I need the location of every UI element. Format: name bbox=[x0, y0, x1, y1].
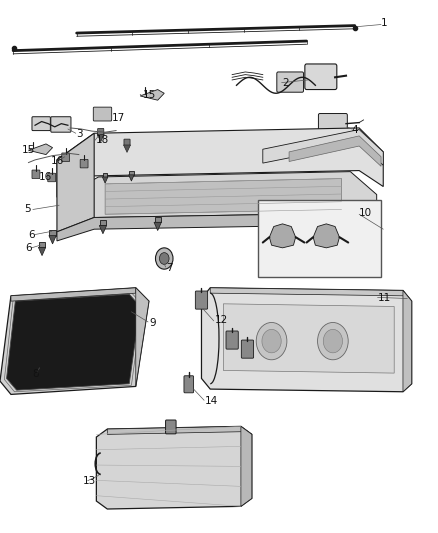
Text: 15: 15 bbox=[143, 90, 156, 100]
FancyBboxPatch shape bbox=[226, 331, 238, 349]
Polygon shape bbox=[124, 145, 131, 152]
Polygon shape bbox=[102, 177, 108, 183]
Circle shape bbox=[318, 322, 348, 360]
Circle shape bbox=[256, 322, 287, 360]
Circle shape bbox=[262, 329, 281, 353]
Bar bbox=[155, 216, 161, 222]
FancyBboxPatch shape bbox=[124, 139, 130, 146]
Polygon shape bbox=[223, 304, 394, 373]
Text: 5: 5 bbox=[24, 205, 31, 214]
Bar bbox=[129, 171, 134, 175]
Polygon shape bbox=[28, 144, 53, 155]
Polygon shape bbox=[57, 133, 94, 232]
Bar bbox=[277, 217, 283, 223]
Text: 1: 1 bbox=[381, 19, 388, 28]
Polygon shape bbox=[11, 288, 136, 301]
Circle shape bbox=[159, 253, 169, 264]
Text: 16: 16 bbox=[39, 172, 52, 182]
Text: 10: 10 bbox=[359, 208, 372, 218]
Text: 4: 4 bbox=[352, 125, 358, 135]
Polygon shape bbox=[263, 130, 383, 165]
FancyBboxPatch shape bbox=[318, 114, 347, 133]
FancyBboxPatch shape bbox=[277, 72, 304, 92]
Polygon shape bbox=[307, 227, 314, 236]
Text: 6: 6 bbox=[25, 243, 32, 253]
Text: 8: 8 bbox=[32, 369, 39, 379]
Polygon shape bbox=[105, 179, 342, 214]
Polygon shape bbox=[201, 288, 412, 392]
FancyBboxPatch shape bbox=[32, 170, 40, 179]
Polygon shape bbox=[7, 294, 140, 390]
Text: 16: 16 bbox=[51, 156, 64, 166]
Polygon shape bbox=[0, 288, 149, 394]
Bar bbox=[100, 220, 106, 225]
FancyBboxPatch shape bbox=[166, 420, 176, 434]
Polygon shape bbox=[107, 426, 252, 434]
Text: 11: 11 bbox=[378, 294, 391, 303]
Polygon shape bbox=[99, 225, 106, 234]
Text: 7: 7 bbox=[166, 263, 173, 273]
Bar bbox=[49, 230, 56, 236]
Polygon shape bbox=[136, 288, 149, 386]
Polygon shape bbox=[277, 223, 284, 231]
Text: 9: 9 bbox=[149, 318, 155, 328]
FancyBboxPatch shape bbox=[184, 376, 194, 393]
Polygon shape bbox=[97, 134, 104, 142]
Circle shape bbox=[155, 248, 173, 269]
FancyBboxPatch shape bbox=[98, 128, 104, 135]
Polygon shape bbox=[403, 290, 412, 392]
Polygon shape bbox=[39, 247, 46, 256]
FancyBboxPatch shape bbox=[62, 153, 70, 161]
FancyBboxPatch shape bbox=[51, 117, 71, 132]
Polygon shape bbox=[241, 426, 252, 506]
Polygon shape bbox=[316, 235, 323, 243]
Polygon shape bbox=[96, 426, 252, 509]
Text: 14: 14 bbox=[205, 397, 218, 406]
Polygon shape bbox=[129, 175, 134, 181]
Bar bbox=[317, 229, 323, 235]
Polygon shape bbox=[154, 222, 161, 231]
Bar bbox=[39, 241, 45, 247]
Bar bbox=[308, 221, 314, 227]
Polygon shape bbox=[57, 128, 383, 197]
Text: 13: 13 bbox=[82, 477, 95, 486]
Text: 2: 2 bbox=[283, 78, 289, 88]
Polygon shape bbox=[61, 172, 377, 232]
Text: 12: 12 bbox=[215, 315, 228, 325]
FancyBboxPatch shape bbox=[241, 340, 254, 358]
FancyBboxPatch shape bbox=[93, 107, 112, 121]
Polygon shape bbox=[57, 213, 377, 241]
Polygon shape bbox=[49, 236, 56, 244]
FancyBboxPatch shape bbox=[80, 159, 88, 168]
Polygon shape bbox=[210, 288, 412, 301]
Polygon shape bbox=[313, 224, 339, 248]
FancyBboxPatch shape bbox=[48, 173, 56, 182]
Polygon shape bbox=[289, 136, 381, 166]
Text: 6: 6 bbox=[28, 230, 35, 239]
FancyBboxPatch shape bbox=[305, 64, 337, 90]
FancyBboxPatch shape bbox=[195, 291, 208, 309]
Circle shape bbox=[323, 329, 343, 353]
Bar bbox=[103, 173, 107, 177]
Text: 3: 3 bbox=[76, 130, 82, 139]
Text: 17: 17 bbox=[112, 114, 125, 123]
Polygon shape bbox=[140, 90, 164, 100]
FancyBboxPatch shape bbox=[32, 117, 50, 131]
Bar bbox=[258, 200, 381, 277]
Text: 18: 18 bbox=[95, 135, 109, 144]
Text: 15: 15 bbox=[22, 146, 35, 155]
Polygon shape bbox=[269, 224, 296, 248]
